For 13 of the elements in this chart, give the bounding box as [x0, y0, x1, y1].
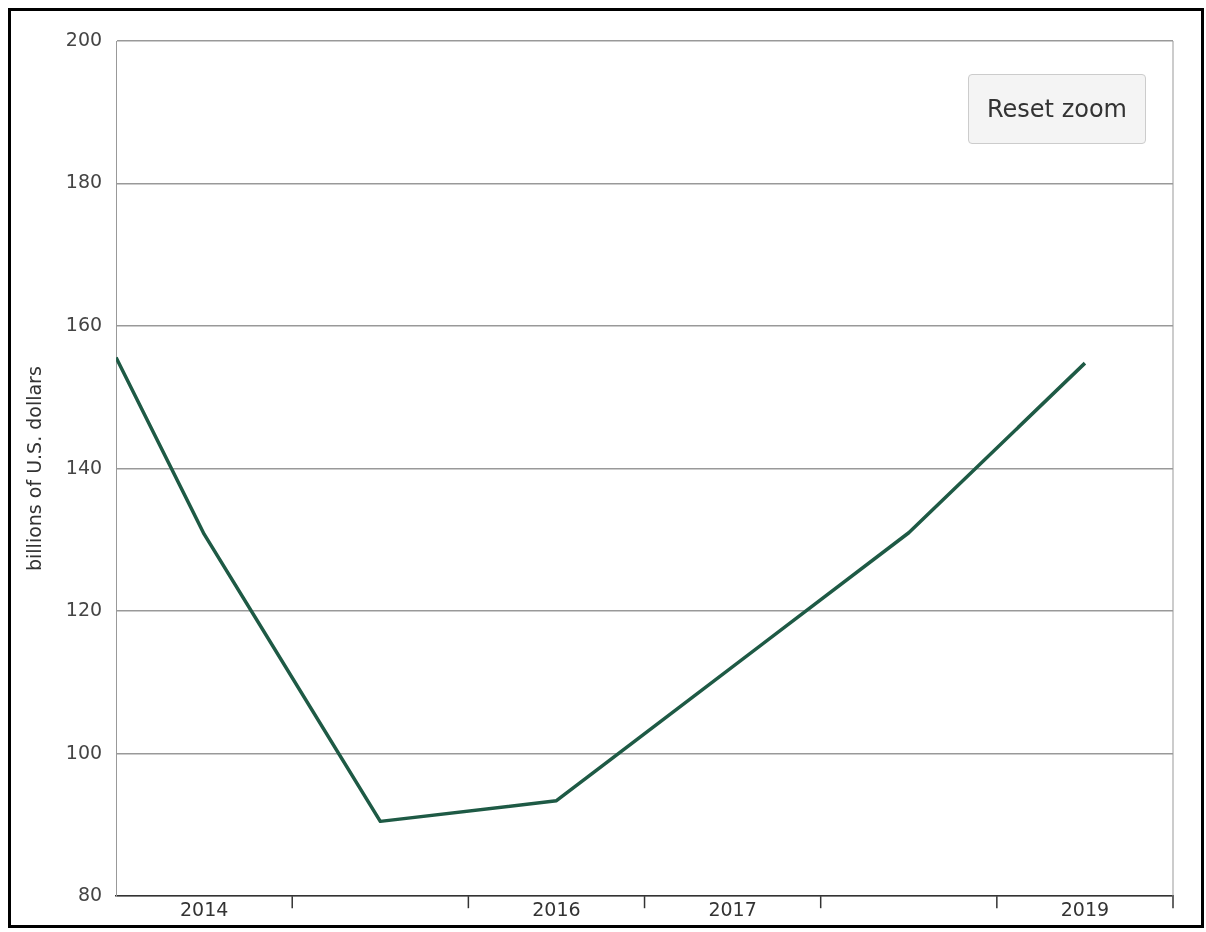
y-tick-label: 160: [65, 313, 103, 335]
x-tick-label: 2016: [532, 897, 581, 920]
y-tick-label: 120: [65, 598, 103, 621]
y-tick-label: 100: [65, 740, 103, 763]
reset-zoom-button: Reset zoom: [968, 74, 1146, 144]
y-axis-title: billions of U.S. dollars: [23, 366, 46, 572]
x-tick-label: 2014: [179, 897, 229, 920]
y-tick-label: 80: [77, 883, 103, 906]
y-tick-label: 180: [65, 170, 103, 193]
x-tick-label: 2019: [1060, 897, 1110, 920]
x-tick-label: 2017: [708, 897, 757, 920]
y-tick-label: 140: [65, 455, 103, 478]
y-tick-label: 200: [65, 27, 103, 50]
